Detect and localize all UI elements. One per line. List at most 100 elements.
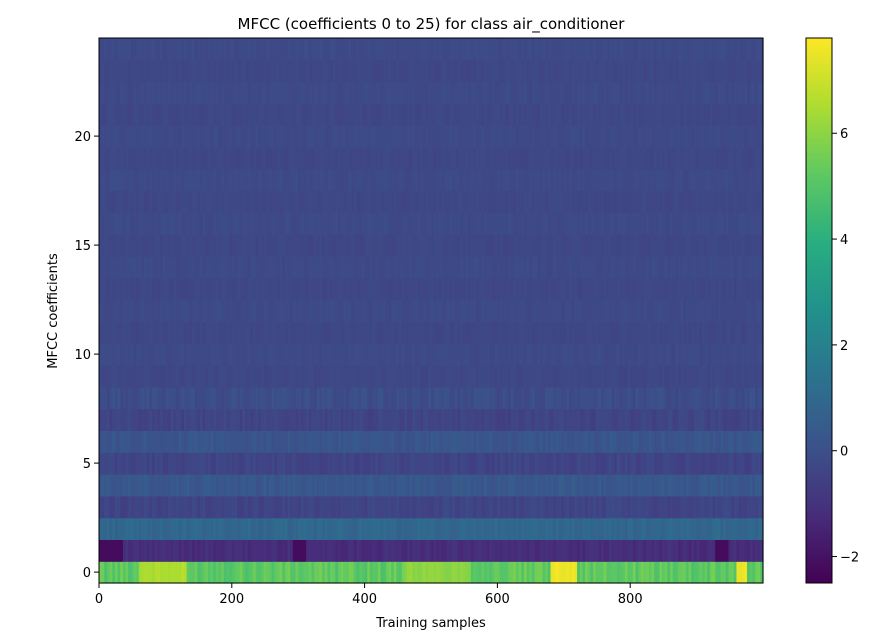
heatmap-cell [423, 277, 427, 301]
heatmap-cell [505, 517, 509, 540]
heatmap-cell [322, 430, 326, 453]
heatmap-cell [616, 321, 621, 344]
heatmap-cell [215, 452, 220, 475]
heatmap-cell [515, 234, 520, 257]
heatmap-cell [529, 168, 533, 192]
heatmap-cell [614, 190, 618, 213]
heatmap-cell [404, 212, 408, 235]
heatmap-cell [624, 234, 629, 257]
heatmap-cell [215, 212, 220, 235]
heatmap-cell [723, 430, 727, 453]
heatmap-cell [183, 299, 188, 322]
heatmap-cell [508, 408, 512, 431]
heatmap-cell [306, 343, 310, 366]
heatmap-cell [409, 277, 414, 301]
heatmap-cell [712, 299, 716, 322]
heatmap-cell [417, 190, 421, 213]
heatmap-cell [577, 343, 581, 366]
heatmap-cell [481, 474, 485, 497]
heatmap-cell [152, 430, 156, 453]
heatmap-cell [654, 452, 658, 475]
heatmap-cell [505, 365, 509, 388]
heatmap-cell [741, 495, 746, 519]
heatmap-cell [502, 234, 506, 257]
heatmap-cell [229, 299, 233, 322]
heatmap-cell [614, 234, 618, 257]
heatmap-cell [717, 343, 722, 366]
heatmap-cell [760, 474, 764, 497]
heatmap-cell [114, 343, 119, 366]
heatmap-cell [274, 386, 278, 410]
heatmap-cell [441, 343, 445, 366]
heatmap-cell [725, 408, 730, 431]
heatmap-cell [630, 561, 634, 584]
heatmap-cell [670, 386, 674, 410]
heatmap-cell [606, 365, 610, 388]
heatmap-cell [606, 452, 610, 475]
heatmap-cell [205, 343, 209, 366]
heatmap-cell [457, 277, 461, 301]
heatmap-cell [391, 474, 395, 497]
heatmap-cell [322, 495, 326, 519]
heatmap-cell [364, 452, 368, 475]
heatmap-cell [157, 561, 161, 584]
heatmap-cell [460, 256, 464, 279]
heatmap-cell [130, 517, 135, 540]
heatmap-cell [215, 299, 220, 322]
heatmap-cell [600, 561, 605, 584]
heatmap-cell [465, 365, 469, 388]
heatmap-cell [356, 277, 360, 301]
heatmap-cell [106, 561, 111, 584]
heatmap-cell [178, 386, 182, 410]
heatmap-cell [263, 517, 267, 540]
heatmap-cell [120, 277, 124, 301]
heatmap-cell [510, 495, 514, 519]
heatmap-cell [518, 147, 522, 170]
heatmap-cell [508, 277, 512, 301]
heatmap-cell [114, 495, 119, 519]
heatmap-cell [348, 277, 352, 301]
heatmap-cell [109, 168, 113, 192]
heatmap-cell [213, 234, 217, 257]
heatmap-cell [202, 212, 206, 235]
heatmap-cell [361, 321, 366, 344]
heatmap-cell [598, 539, 602, 562]
heatmap-cell [741, 168, 746, 192]
heatmap-cell [396, 495, 400, 519]
heatmap-cell [534, 517, 538, 540]
heatmap-cell [250, 190, 254, 213]
heatmap-cell [502, 277, 506, 301]
heatmap-cell [699, 561, 703, 584]
heatmap-cell [221, 234, 225, 257]
heatmap-cell [707, 277, 711, 301]
heatmap-cell [709, 408, 714, 431]
heatmap-cell [646, 321, 650, 344]
heatmap-cell [486, 430, 491, 453]
heatmap-cell [428, 474, 432, 497]
heatmap-cell [122, 277, 127, 301]
heatmap-cell [656, 539, 661, 562]
heatmap-cell [561, 452, 565, 475]
heatmap-cell [638, 561, 642, 584]
heatmap-cell [513, 386, 517, 410]
heatmap-cell [468, 365, 472, 388]
heatmap-cell [566, 517, 570, 540]
heatmap-cell [473, 430, 477, 453]
heatmap-cell [531, 277, 536, 301]
heatmap-cell [505, 277, 509, 301]
heatmap-cell [109, 495, 113, 519]
heatmap-cell [662, 299, 666, 322]
heatmap-cell [582, 452, 586, 475]
heatmap-cell [423, 408, 427, 431]
heatmap-cell [194, 430, 198, 453]
heatmap-cell [160, 452, 164, 475]
heatmap-cell [268, 147, 273, 170]
heatmap-cell [515, 365, 520, 388]
heatmap-cell [401, 408, 406, 431]
heatmap-cell [130, 386, 135, 410]
heatmap-cell [553, 452, 557, 475]
heatmap-cell [638, 190, 642, 213]
heatmap-cell [760, 321, 764, 344]
heatmap-cell [237, 343, 241, 366]
heatmap-cell [261, 408, 265, 431]
